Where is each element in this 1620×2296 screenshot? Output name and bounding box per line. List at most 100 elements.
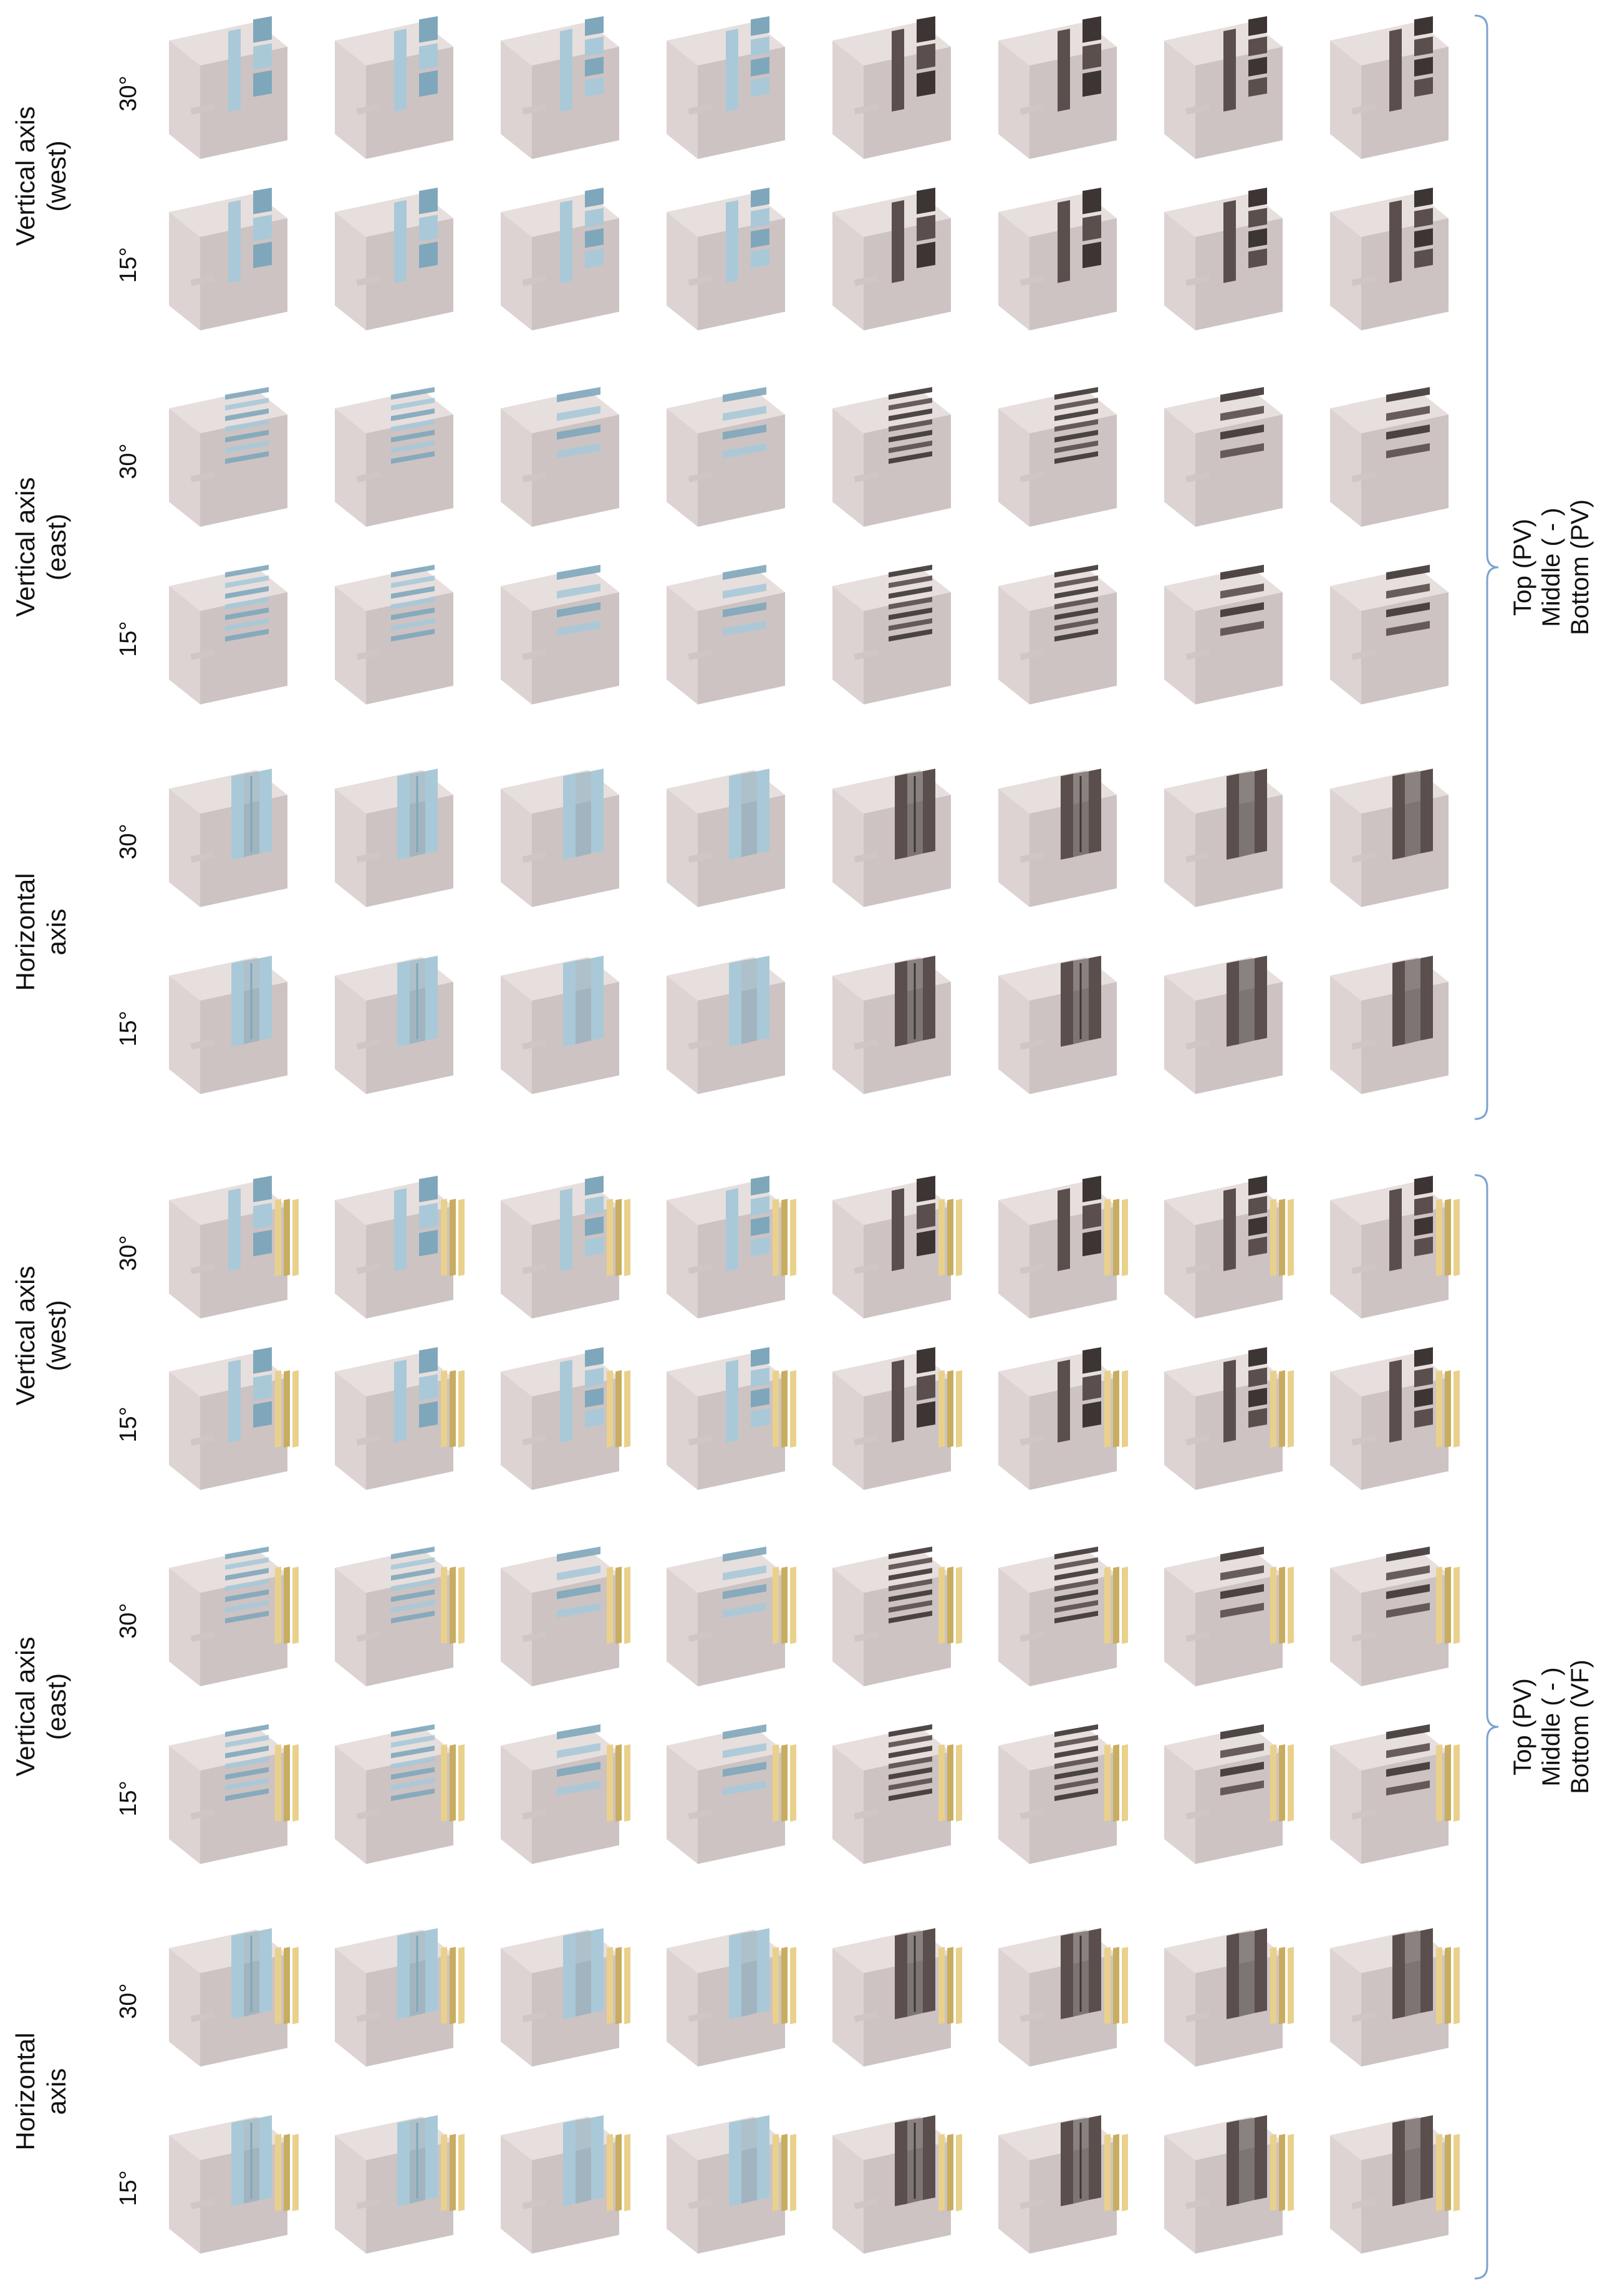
shading-device: [1389, 1176, 1433, 1271]
vf-layer: [441, 1947, 465, 2024]
building-model: [335, 387, 453, 527]
shading-device: [1227, 956, 1267, 1047]
vf-layer: [1104, 1567, 1128, 1644]
vf-layer: [441, 1199, 465, 1276]
shading-device: [1392, 1928, 1433, 2019]
shading-device: [1054, 1724, 1098, 1802]
shading-device: [723, 564, 766, 636]
building-model: [1330, 2115, 1460, 2254]
building-model: [1164, 564, 1283, 704]
braces: Top (PV) Middle ( - ) Bottom (PV)Top (PV) M…: [1474, 14, 1594, 2280]
building-model: [832, 1347, 962, 1490]
building-model: [335, 188, 453, 330]
building-model: [832, 956, 951, 1094]
shading-device: [1054, 387, 1098, 464]
vf-layer: [275, 1370, 299, 1448]
angle-label: 15°: [115, 247, 142, 282]
shading-device: [560, 1347, 604, 1443]
building-model: [501, 1724, 630, 1864]
shading-device: [228, 188, 272, 283]
brace-label: Top (PV): [1509, 519, 1536, 616]
shading-device: [557, 564, 600, 636]
row-labels: 30°15°30°15°30°15°Vertical axis (west)Ver…: [11, 75, 142, 2206]
building-model: [335, 1546, 465, 1686]
building-model: [1164, 188, 1283, 330]
vf-layer: [607, 1744, 630, 1822]
building-model: [1330, 956, 1449, 1094]
building-model: [832, 16, 951, 159]
vf-layer: [1270, 1567, 1294, 1644]
shading-device: [1223, 16, 1267, 112]
shading-device: [557, 1546, 600, 1618]
shading-device: [889, 564, 932, 642]
brace-label: Middle ( - ): [1538, 1667, 1565, 1786]
shading-device: [228, 16, 272, 112]
shading-device: [1058, 1176, 1101, 1271]
shading-device: [231, 1928, 272, 2019]
group-label-line1: Horizontal: [11, 873, 40, 991]
group-label-line2: (east): [42, 514, 71, 580]
shading-device: [394, 16, 438, 112]
shading-device: [892, 188, 935, 283]
angle-label: 15°: [115, 2170, 142, 2206]
shading-device: [723, 387, 766, 459]
building-model: [667, 956, 785, 1094]
vf-layer: [938, 1370, 962, 1448]
angle-label: 15°: [115, 1780, 142, 1816]
building-model: [1164, 16, 1283, 159]
shading-device: [723, 1546, 766, 1618]
building-model: [335, 769, 453, 907]
building-model: [667, 188, 785, 330]
building-model: [501, 387, 619, 527]
shading-device: [563, 956, 604, 1047]
shading-device: [729, 2115, 769, 2206]
shading-device: [563, 2115, 604, 2206]
group-label-line1: Vertical axis: [11, 477, 40, 617]
shading-device: [557, 387, 600, 459]
building-model: [501, 1347, 630, 1490]
group-label-line2: (west): [42, 1300, 71, 1371]
building-model: [998, 2115, 1128, 2254]
building-model: [832, 1176, 962, 1319]
angle-label: 30°: [115, 75, 142, 111]
shading-device: [394, 188, 438, 283]
building-model: [335, 16, 453, 159]
vf-layer: [607, 1199, 630, 1276]
shading-device: [1061, 769, 1101, 860]
building-model: [998, 1928, 1128, 2067]
shading-device: [563, 769, 604, 860]
building-model: [501, 1176, 630, 1319]
building-model: [667, 1546, 796, 1686]
building-model: [832, 1928, 962, 2067]
shading-device: [729, 956, 769, 1047]
building-model: [501, 2115, 630, 2254]
building-model: [1330, 387, 1449, 527]
building-model: [1164, 387, 1283, 527]
shading-device: [892, 16, 935, 112]
building-model: [667, 1724, 796, 1864]
shading-device: [560, 1176, 604, 1271]
shading-device: [225, 1546, 269, 1624]
vf-layer: [938, 1947, 962, 2024]
building-model: [1330, 564, 1449, 704]
building-model: [667, 1347, 796, 1490]
vf-layer: [275, 1744, 299, 1822]
building-model: [667, 769, 785, 907]
angle-label: 30°: [115, 1235, 142, 1270]
building-model: [667, 564, 785, 704]
shading-device: [391, 387, 435, 464]
building-model: [335, 1928, 465, 2067]
shading-device: [397, 769, 438, 860]
shading-device: [1386, 564, 1430, 636]
vf-layer: [938, 1199, 962, 1276]
vf-layer: [773, 1567, 796, 1644]
building-model: [998, 16, 1117, 159]
group-label-line2: (east): [42, 1673, 71, 1740]
brace-icon: [1474, 14, 1499, 1120]
building-model: [998, 1546, 1128, 1686]
building-model: [169, 387, 287, 527]
building-model: [998, 1724, 1128, 1864]
vf-layer: [1436, 1199, 1460, 1276]
shading-device: [231, 769, 272, 860]
